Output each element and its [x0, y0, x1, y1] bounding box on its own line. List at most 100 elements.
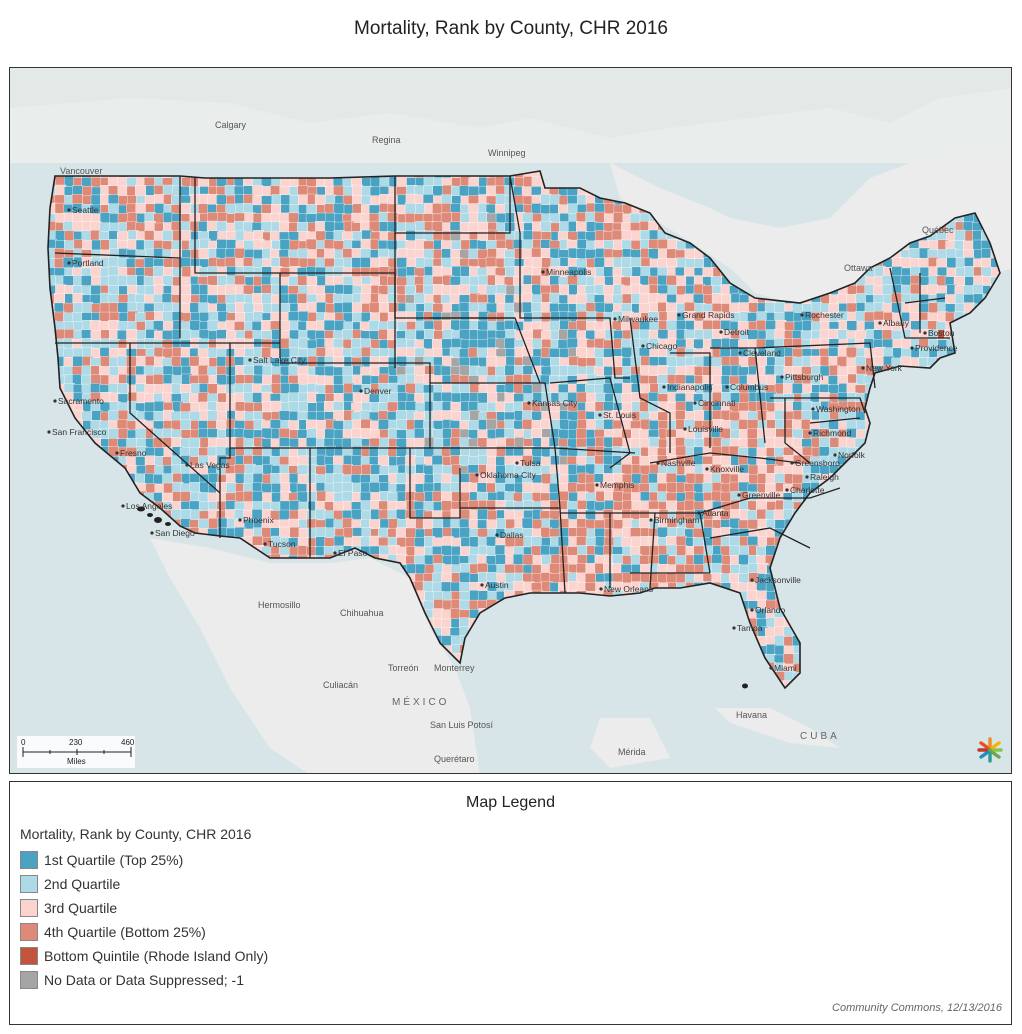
county-cell[interactable]: [351, 455, 363, 467]
county-cell[interactable]: [856, 420, 868, 432]
county-cell[interactable]: [728, 536, 740, 547]
county-cell[interactable]: [252, 490, 264, 502]
county-cell[interactable]: [549, 194, 561, 206]
county-cell[interactable]: [361, 464, 373, 475]
county-cell[interactable]: [810, 338, 821, 350]
county-cell[interactable]: [126, 329, 138, 340]
county-cell[interactable]: [153, 374, 165, 385]
county-cell[interactable]: [406, 517, 418, 529]
county-cell[interactable]: [791, 301, 803, 313]
county-cell[interactable]: [405, 230, 417, 242]
county-cell[interactable]: [180, 491, 192, 503]
county-cell[interactable]: [765, 437, 777, 449]
county-cell[interactable]: [197, 338, 209, 350]
county-cell[interactable]: [224, 185, 236, 196]
county-cell[interactable]: [773, 509, 785, 521]
county-cell[interactable]: [476, 347, 488, 359]
county-cell[interactable]: [413, 292, 425, 304]
county-cell[interactable]: [881, 284, 893, 296]
county-cell[interactable]: [153, 265, 165, 277]
county-cell[interactable]: [171, 356, 183, 368]
county-cell[interactable]: [584, 573, 596, 584]
county-cell[interactable]: [252, 392, 264, 404]
county-cell[interactable]: [531, 536, 542, 548]
county-cell[interactable]: [702, 319, 714, 331]
county-cell[interactable]: [188, 437, 200, 449]
county-cell[interactable]: [90, 383, 102, 395]
county-cell[interactable]: [207, 285, 219, 296]
county-cell[interactable]: [342, 301, 353, 313]
county-cell[interactable]: [153, 411, 165, 422]
county-cell[interactable]: [576, 428, 587, 440]
county-cell[interactable]: [217, 275, 228, 287]
county-cell[interactable]: [576, 526, 588, 538]
county-cell[interactable]: [144, 355, 156, 367]
county-cell[interactable]: [486, 418, 497, 430]
county-cell[interactable]: [162, 473, 174, 485]
county-cell[interactable]: [135, 185, 146, 197]
county-cell[interactable]: [748, 473, 760, 485]
county-cell[interactable]: [711, 446, 723, 458]
county-cell[interactable]: [179, 186, 191, 197]
county-cell[interactable]: [395, 472, 407, 484]
county-cell[interactable]: [424, 328, 435, 340]
county-cell[interactable]: [225, 473, 237, 485]
county-cell[interactable]: [387, 221, 399, 233]
county-cell[interactable]: [485, 256, 497, 268]
county-cell[interactable]: [180, 285, 192, 297]
county-cell[interactable]: [774, 473, 786, 485]
county-cell[interactable]: [269, 230, 281, 242]
county-cell[interactable]: [252, 185, 264, 197]
county-cell[interactable]: [864, 311, 875, 323]
county-cell[interactable]: [676, 275, 688, 287]
county-cell[interactable]: [415, 563, 427, 575]
county-cell[interactable]: [567, 508, 579, 520]
county-cell[interactable]: [621, 256, 632, 268]
county-cell[interactable]: [666, 544, 678, 556]
county-cell[interactable]: [639, 518, 650, 529]
county-cell[interactable]: [432, 517, 444, 529]
county-cell[interactable]: [476, 482, 488, 494]
county-cell[interactable]: [135, 374, 147, 386]
county-cell[interactable]: [197, 365, 209, 376]
county-cell[interactable]: [459, 527, 471, 539]
county-cell[interactable]: [738, 302, 750, 314]
county-cell[interactable]: [531, 311, 543, 322]
county-cell[interactable]: [342, 517, 354, 529]
county-cell[interactable]: [288, 500, 300, 512]
county-cell[interactable]: [666, 320, 678, 331]
county-cell[interactable]: [522, 212, 534, 224]
county-cell[interactable]: [611, 229, 623, 241]
county-cell[interactable]: [549, 292, 561, 304]
county-cell[interactable]: [207, 266, 219, 278]
county-cell[interactable]: [558, 284, 570, 296]
county-cell[interactable]: [216, 338, 227, 350]
county-cell[interactable]: [711, 293, 723, 305]
county-cell[interactable]: [369, 302, 380, 313]
county-cell[interactable]: [648, 420, 660, 432]
county-cell[interactable]: [458, 284, 470, 296]
county-cell[interactable]: [144, 230, 156, 242]
county-cell[interactable]: [62, 338, 74, 350]
county-cell[interactable]: [504, 337, 516, 349]
county-cell[interactable]: [819, 436, 831, 448]
map-viewport[interactable]: Seattle Portland Sacramento San Francisco Fr…: [9, 67, 1012, 774]
county-cell[interactable]: [369, 482, 381, 493]
county-cell[interactable]: [441, 392, 453, 403]
county-cell[interactable]: [450, 401, 462, 413]
county-cell[interactable]: [89, 320, 101, 332]
county-cell[interactable]: [478, 455, 489, 466]
county-cell[interactable]: [440, 212, 452, 223]
county-cell[interactable]: [432, 338, 443, 350]
county-cell[interactable]: [586, 311, 598, 323]
county-cell[interactable]: [549, 500, 561, 511]
county-cell[interactable]: [216, 221, 227, 232]
county-cell[interactable]: [422, 581, 434, 593]
county-cell[interactable]: [477, 392, 489, 404]
county-cell[interactable]: [521, 419, 533, 430]
county-cell[interactable]: [405, 213, 416, 224]
county-cell[interactable]: [522, 482, 534, 494]
county-cell[interactable]: [288, 212, 300, 224]
county-cell[interactable]: [692, 527, 704, 539]
county-cell[interactable]: [532, 256, 544, 268]
